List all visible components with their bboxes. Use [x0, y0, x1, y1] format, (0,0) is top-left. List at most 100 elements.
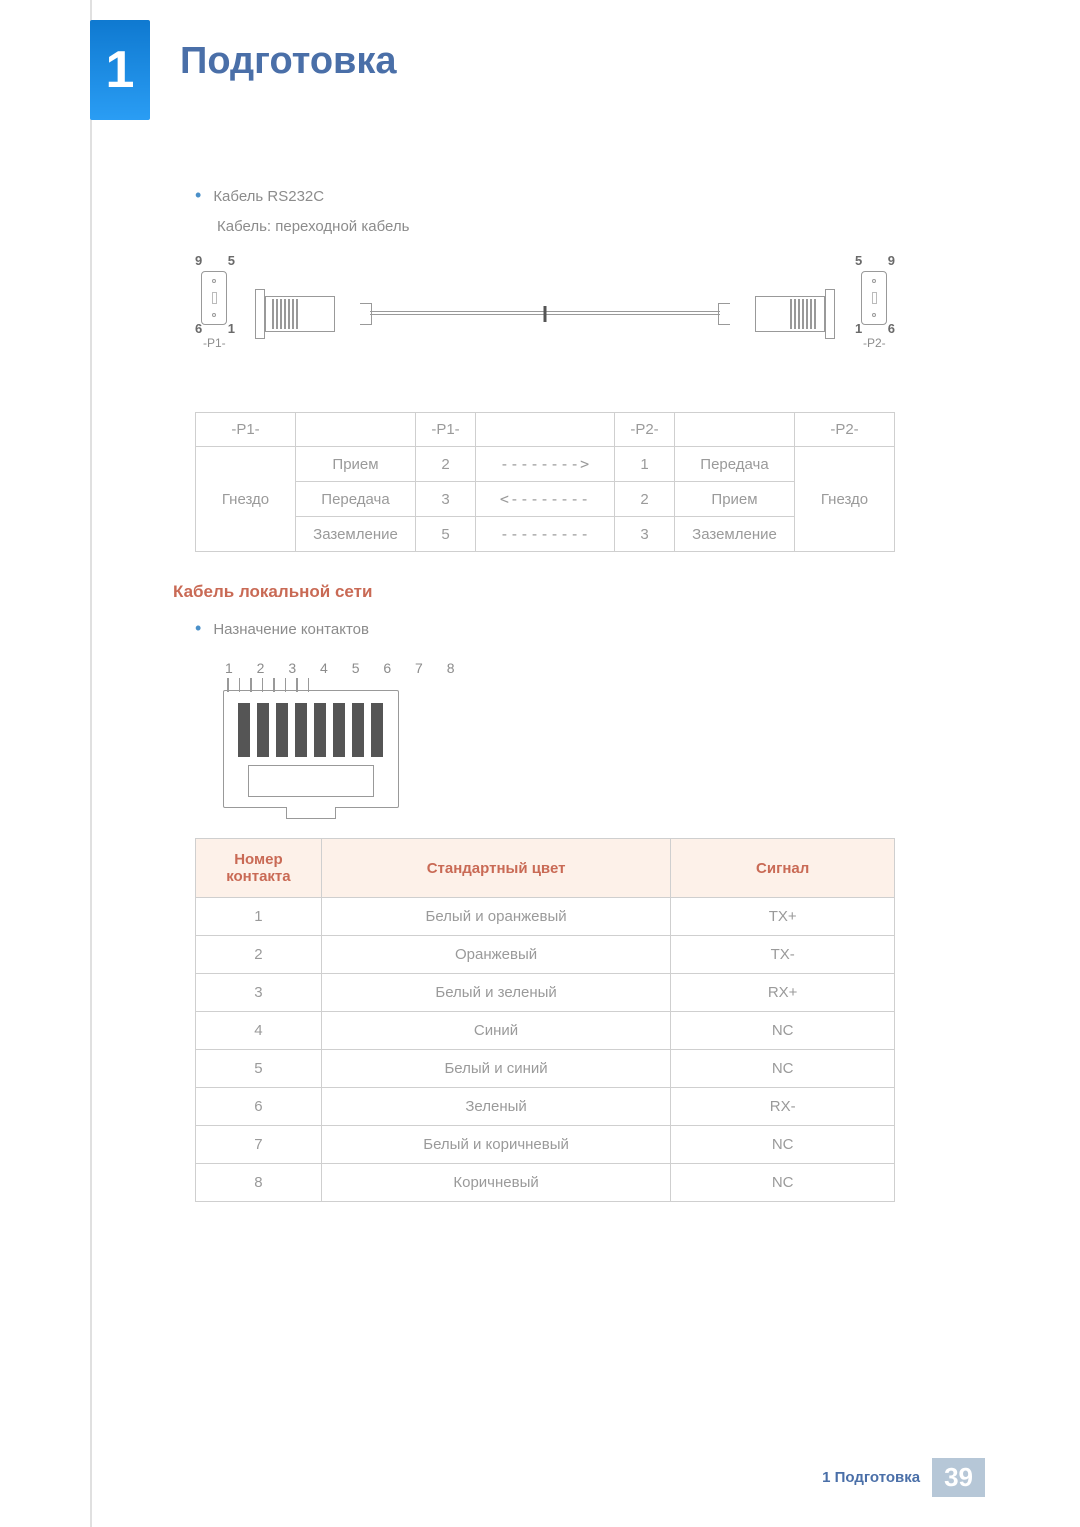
cell: RX-: [671, 1088, 895, 1126]
cable-wire: [370, 311, 720, 315]
rj45-pins: [238, 703, 383, 757]
cell: 4: [196, 1012, 322, 1050]
cell: 2: [615, 482, 675, 517]
table-row: 1Белый и оранжевыйTX+: [196, 898, 895, 936]
table-row: 2ОранжевыйTX-: [196, 936, 895, 974]
cell: NC: [671, 1012, 895, 1050]
rs232c-pinout-table: -P1- -P1- -P2- -P2- Гнездо Прием 2 -----…: [195, 412, 895, 552]
cell: Передача: [675, 447, 795, 482]
rj45-pin-numbers: 1 2 3 4 5 6 7 8: [225, 660, 895, 676]
table-header-row: Номер контакта Стандартный цвет Сигнал: [196, 839, 895, 898]
cell: Заземление: [675, 517, 795, 552]
cell: 5: [416, 517, 476, 552]
chapter-number: 1: [106, 40, 135, 100]
col-header: Номер контакта: [196, 839, 322, 898]
content-area: • Кабель RS232C Кабель: переходной кабел…: [195, 185, 895, 1202]
bullet-text: Назначение контактов: [213, 618, 369, 642]
cell: 2: [416, 447, 476, 482]
cell: 6: [196, 1088, 322, 1126]
cell: 1: [615, 447, 675, 482]
bullet-text: Кабель RS232C: [213, 185, 324, 209]
bullet-rs232c: • Кабель RS232C: [195, 185, 895, 209]
pin-label: 5: [855, 253, 862, 268]
pin-label: 1: [228, 321, 235, 336]
cell: Гнездо: [196, 447, 296, 552]
cell: Белый и синий: [321, 1050, 671, 1088]
cell: 7: [196, 1126, 322, 1164]
cable-plug-right: [730, 289, 825, 339]
table-row: 5Белый и синийNC: [196, 1050, 895, 1088]
bullet-dot-icon: •: [195, 618, 201, 640]
cell: Белый и зеленый: [321, 974, 671, 1012]
col-header: Сигнал: [671, 839, 895, 898]
rj45-inner: [248, 765, 374, 797]
cell: Гнездо: [795, 447, 895, 552]
cell: 3: [416, 482, 476, 517]
bullet-dot-icon: •: [195, 185, 201, 207]
db9-outline: [201, 271, 227, 325]
cell: NC: [671, 1126, 895, 1164]
cell: -P1-: [196, 413, 296, 447]
cell: Белый и коричневый: [321, 1126, 671, 1164]
cell: 3: [615, 517, 675, 552]
footer-text: 1 Подготовка: [822, 1469, 920, 1486]
cell: ---------: [476, 517, 615, 552]
rj45-clip: [286, 807, 336, 819]
cell: -P2-: [795, 413, 895, 447]
table-row: 8КоричневыйNC: [196, 1164, 895, 1202]
cell: Зеленый: [321, 1088, 671, 1126]
cell: 2: [196, 936, 322, 974]
cell: 3: [196, 974, 322, 1012]
cell: TX+: [671, 898, 895, 936]
cell: <--------: [476, 482, 615, 517]
table-row: 6ЗеленыйRX-: [196, 1088, 895, 1126]
table-row: 4СинийNC: [196, 1012, 895, 1050]
cell: TX-: [671, 936, 895, 974]
cable-desc: Кабель: переходной кабель: [217, 215, 895, 239]
cell: Синий: [321, 1012, 671, 1050]
cell: -------->: [476, 447, 615, 482]
pin-label: 9: [888, 253, 895, 268]
cell: Оранжевый: [321, 936, 671, 974]
cell: Прием: [675, 482, 795, 517]
page-title: Подготовка: [180, 40, 397, 83]
connector-p1: 9 5 6 1 -P1-: [195, 257, 235, 332]
table-row: 7Белый и коричневыйNC: [196, 1126, 895, 1164]
cell: NC: [671, 1050, 895, 1088]
cell: Коричневый: [321, 1164, 671, 1202]
cell: NC: [671, 1164, 895, 1202]
pin-label: 5: [228, 253, 235, 268]
rj45-body: [223, 690, 399, 808]
rs232c-cable-diagram: 9 5 6 1 -P1- 5 9 1 6 -P2-: [195, 257, 895, 392]
cell: Белый и оранжевый: [321, 898, 671, 936]
left-margin-rule: [90, 0, 92, 1527]
connector-p2: 5 9 1 6 -P2-: [855, 257, 895, 332]
page-number: 39: [932, 1458, 985, 1497]
cell: [296, 413, 416, 447]
cell: Прием: [296, 447, 416, 482]
cell: Передача: [296, 482, 416, 517]
table-row: 3Белый и зеленыйRX+: [196, 974, 895, 1012]
table-row: Гнездо Прием 2 --------> 1 Передача Гнез…: [196, 447, 895, 482]
cell: -P1-: [416, 413, 476, 447]
connector-label: -P2-: [863, 336, 886, 350]
cell: RX+: [671, 974, 895, 1012]
cable-plug-left: [265, 289, 360, 339]
section-heading-lan: Кабель локальной сети: [173, 582, 895, 602]
rj45-diagram: 1 2 3 4 5 6 7 8: [223, 660, 895, 808]
page-footer: 1 Подготовка 39: [822, 1458, 985, 1497]
cell: Заземление: [296, 517, 416, 552]
table-row: Заземление 5 --------- 3 Заземление: [196, 517, 895, 552]
cell: 5: [196, 1050, 322, 1088]
pin-label: 6: [888, 321, 895, 336]
table-row: -P1- -P1- -P2- -P2-: [196, 413, 895, 447]
col-header: Стандартный цвет: [321, 839, 671, 898]
cell: 8: [196, 1164, 322, 1202]
bullet-lan-pins: • Назначение контактов: [195, 618, 895, 642]
pin-label: 9: [195, 253, 202, 268]
cell: 1: [196, 898, 322, 936]
cell: [476, 413, 615, 447]
cell: -P2-: [615, 413, 675, 447]
db9-outline: [861, 271, 887, 325]
table-row: Передача 3 <-------- 2 Прием: [196, 482, 895, 517]
